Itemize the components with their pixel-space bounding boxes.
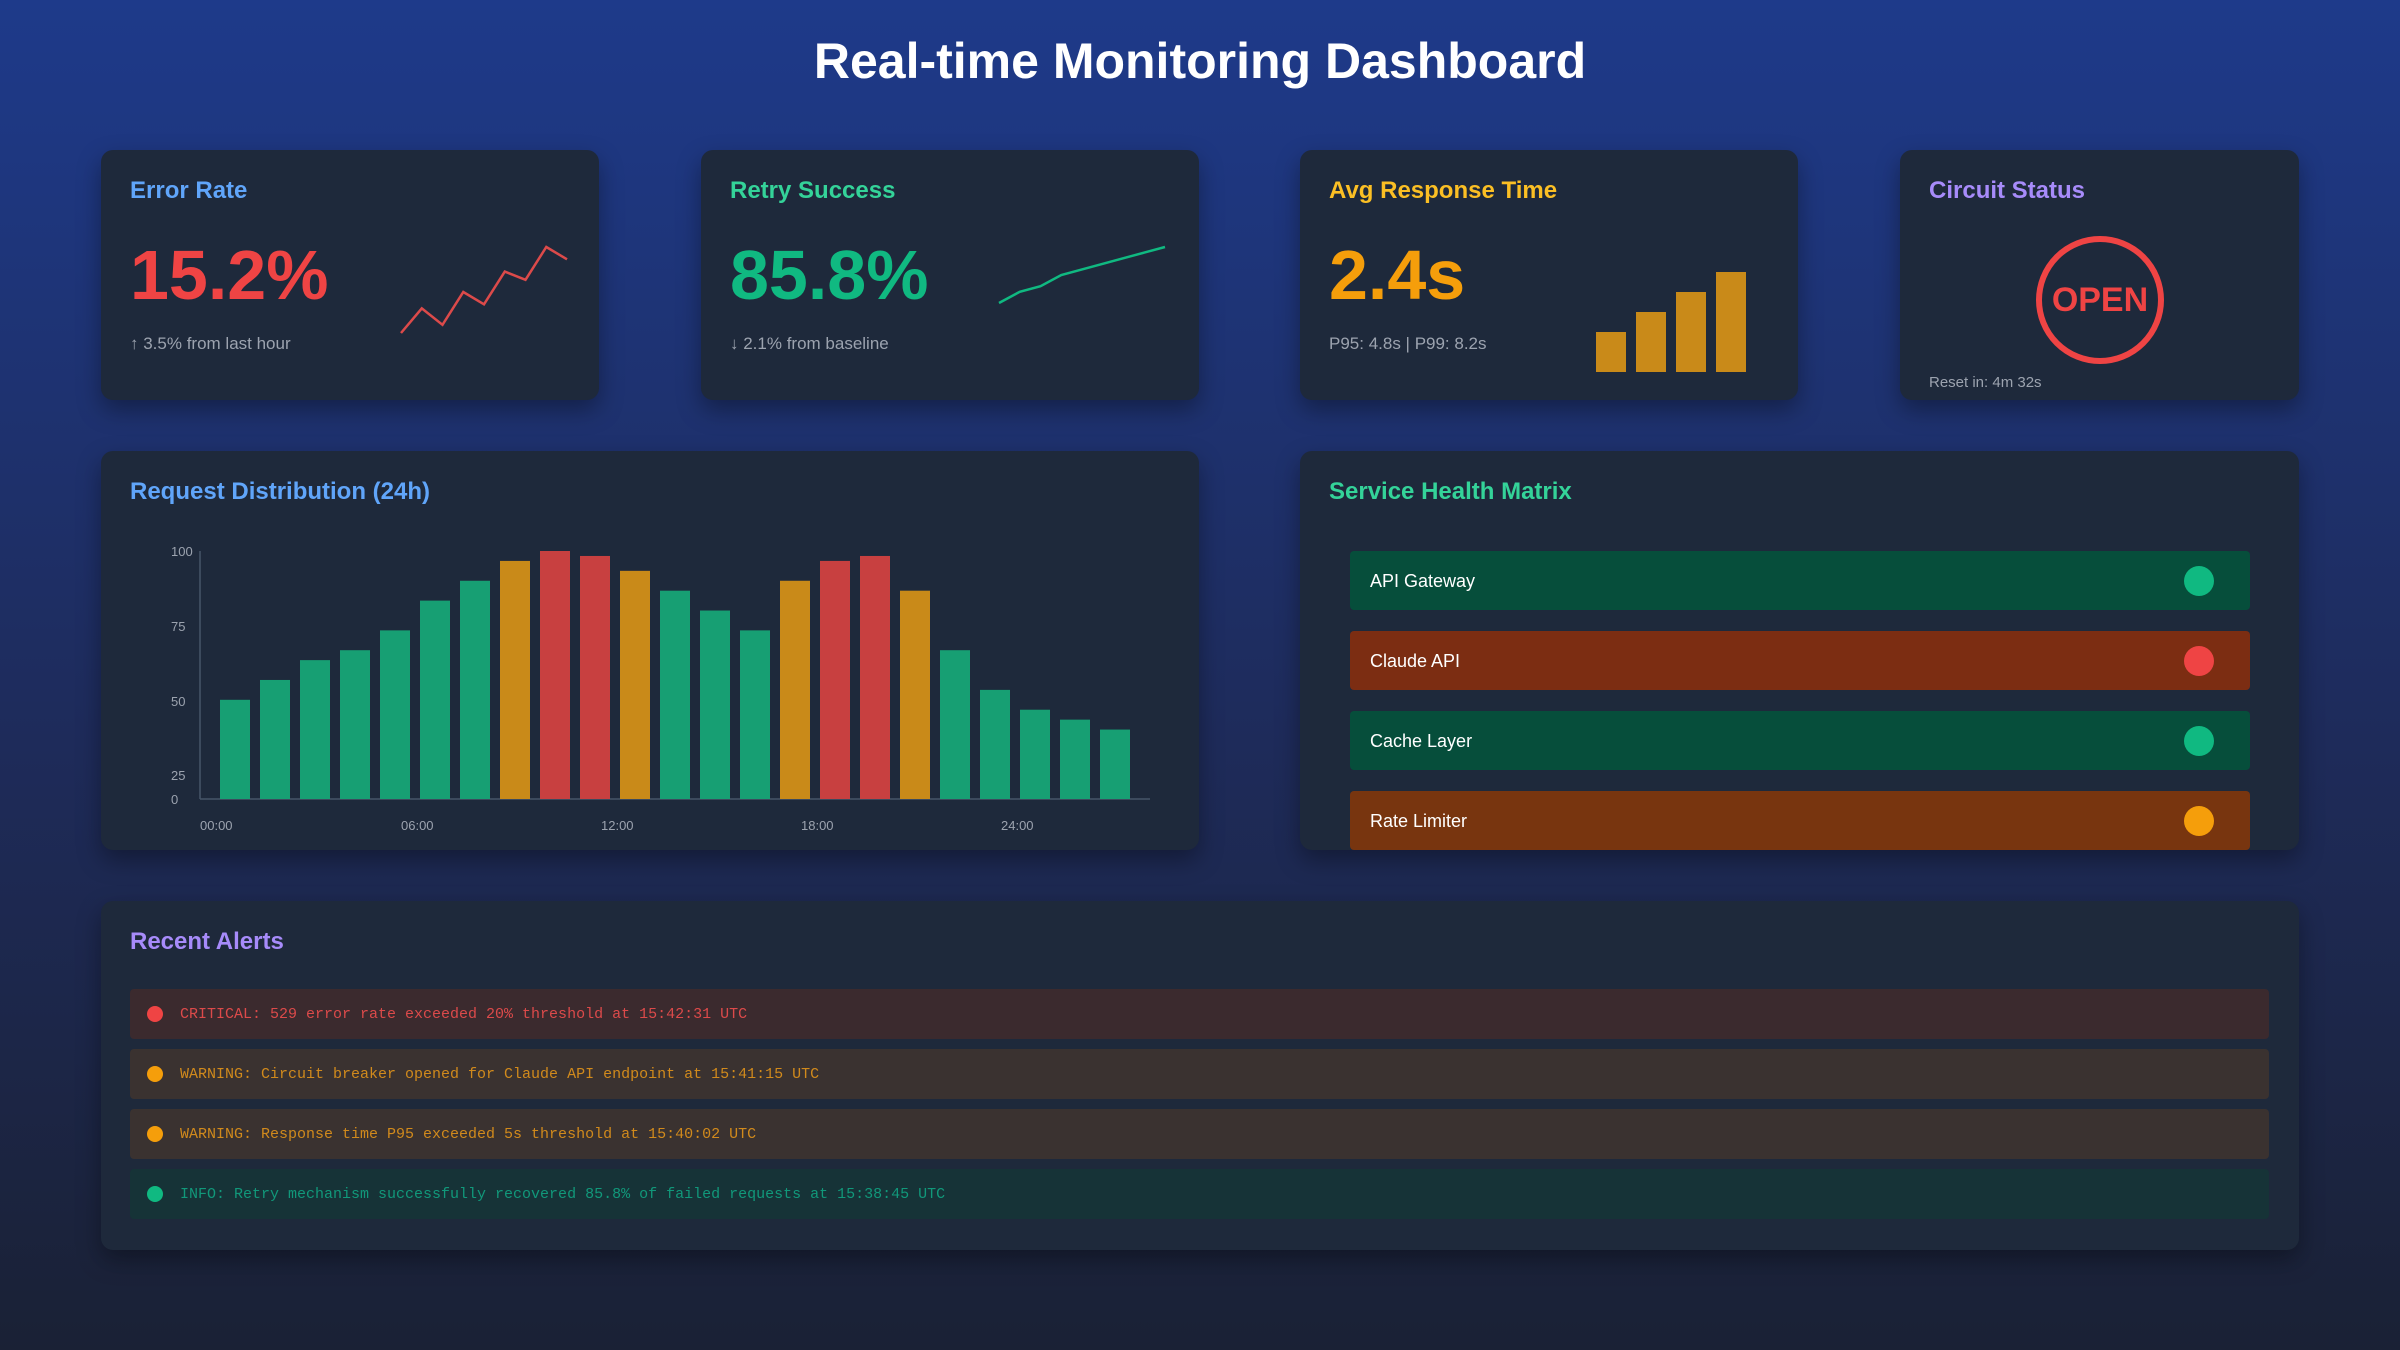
service-name: Claude API — [1370, 651, 1461, 671]
distribution-bar — [420, 600, 450, 799]
status-indicator-icon — [2184, 806, 2214, 836]
avg-response-title: Avg Response Time — [1329, 177, 1558, 204]
service-row-rate-limiter[interactable]: Rate Limiter — [1350, 791, 2250, 850]
distribution-bar — [380, 630, 410, 799]
distribution-bar — [820, 560, 850, 799]
avg-response-bar — [1716, 272, 1746, 372]
distribution-bar — [460, 580, 490, 799]
recent-alerts-card[interactable]: Recent Alerts CRITICAL: 529 error rate e… — [101, 901, 2299, 1250]
circuit-status-card[interactable]: Circuit Status OPEN Reset in: 4m 32s — [1900, 150, 2299, 400]
service-name: Rate Limiter — [1370, 811, 1468, 831]
distribution-bar — [260, 679, 290, 799]
alert-level-icon — [147, 1006, 163, 1022]
service-health-title: Service Health Matrix — [1329, 478, 1572, 505]
distribution-bar — [940, 650, 970, 799]
retry-success-value: 85.8% — [730, 236, 929, 314]
alert-message: INFO: Retry mechanism successfully recov… — [180, 1186, 946, 1203]
distribution-bar — [500, 560, 530, 799]
retry-success-change: ↓ 2.1% from baseline — [730, 334, 889, 353]
alert-level-icon — [147, 1066, 163, 1082]
distribution-bar — [620, 570, 650, 799]
y-tick-label: 100 — [171, 544, 193, 559]
retry-success-title: Retry Success — [730, 177, 896, 204]
service-name: Cache Layer — [1370, 731, 1473, 751]
error-rate-title: Error Rate — [130, 177, 248, 204]
distribution-bar — [580, 555, 610, 799]
avg-response-value: 2.4s — [1329, 236, 1466, 314]
x-tick-label: 18:00 — [801, 818, 834, 833]
status-indicator-icon — [2184, 726, 2214, 756]
avg-response-card[interactable]: Avg Response Time 2.4s P95: 4.8s | P99: … — [1300, 150, 1798, 400]
alert-item[interactable]: WARNING: Circuit breaker opened for Clau… — [130, 1049, 2269, 1099]
error-rate-sparkline — [400, 245, 568, 334]
service-row-api-gateway[interactable]: API Gateway — [1350, 551, 2250, 610]
distribution-bar — [900, 590, 930, 799]
distribution-bar — [300, 660, 330, 799]
status-indicator-icon — [2184, 566, 2214, 596]
y-tick-label: 0 — [171, 792, 178, 807]
x-tick-label: 00:00 — [200, 818, 233, 833]
distribution-bar — [1060, 719, 1090, 799]
page-title: Real-time Monitoring Dashboard — [813, 33, 1587, 89]
avg-response-percentiles: P95: 4.8s | P99: 8.2s — [1329, 334, 1487, 353]
distribution-bar — [660, 590, 690, 799]
alert-level-icon — [147, 1126, 163, 1142]
distribution-bar — [540, 551, 570, 799]
retry-success-sparkline-line — [998, 245, 1166, 305]
error-rate-sparkline-line — [400, 245, 568, 334]
circuit-state-badge: OPEN — [2036, 236, 2164, 364]
circuit-reset-timer: Reset in: 4m 32s — [1929, 374, 2042, 391]
error-rate-card[interactable]: Error Rate 15.2% ↑ 3.5% from last hour — [101, 150, 599, 400]
request-distribution-chart: 100 75 50 25 0 00:00 06:00 12:00 18:00 24:00 — [171, 544, 1150, 833]
retry-success-card[interactable]: Retry Success 85.8% ↓ 2.1% from baseline — [701, 150, 1199, 400]
avg-response-bar — [1676, 292, 1706, 372]
request-distribution-title: Request Distribution (24h) — [130, 478, 431, 505]
distribution-bar — [700, 610, 730, 799]
x-tick-label: 12:00 — [601, 818, 634, 833]
avg-response-bar — [1636, 312, 1666, 372]
distribution-bar — [220, 699, 250, 799]
distribution-bar — [1020, 709, 1050, 799]
distribution-bar — [340, 650, 370, 799]
alert-item[interactable]: CRITICAL: 529 error rate exceeded 20% th… — [130, 989, 2269, 1039]
circuit-status-title: Circuit Status — [1929, 177, 2086, 204]
alert-message: CRITICAL: 529 error rate exceeded 20% th… — [180, 1006, 748, 1023]
alert-level-icon — [147, 1186, 163, 1202]
retry-success-sparkline — [998, 245, 1166, 305]
distribution-bar — [1100, 729, 1130, 799]
avg-response-bar — [1596, 332, 1626, 372]
distribution-bar — [860, 555, 890, 799]
x-tick-label: 24:00 — [1001, 818, 1034, 833]
y-tick-label: 25 — [171, 768, 185, 783]
status-indicator-icon — [2184, 646, 2214, 676]
distribution-bar — [980, 689, 1010, 799]
x-tick-label: 06:00 — [401, 818, 434, 833]
request-distribution-card[interactable]: Request Distribution (24h) 100 75 50 25 0 00:… — [101, 451, 1199, 850]
alert-item[interactable]: INFO: Retry mechanism successfully recov… — [130, 1169, 2269, 1219]
service-row-cache-layer[interactable]: Cache Layer — [1350, 711, 2250, 770]
error-rate-change: ↑ 3.5% from last hour — [130, 334, 291, 353]
service-health-card[interactable]: Service Health Matrix API Gateway Claude … — [1300, 451, 2299, 850]
alert-item[interactable]: WARNING: Response time P95 exceeded 5s t… — [130, 1109, 2269, 1159]
avg-response-bars — [1596, 272, 1746, 372]
y-tick-label: 75 — [171, 619, 185, 634]
service-row-claude-api[interactable]: Claude API — [1350, 631, 2250, 690]
y-tick-label: 50 — [171, 694, 185, 709]
service-name: API Gateway — [1370, 571, 1476, 591]
error-rate-value: 15.2% — [130, 236, 329, 314]
distribution-bar — [740, 630, 770, 799]
alert-message: WARNING: Response time P95 exceeded 5s t… — [180, 1126, 757, 1143]
alert-message: WARNING: Circuit breaker opened for Clau… — [180, 1066, 820, 1083]
recent-alerts-title: Recent Alerts — [130, 928, 284, 955]
distribution-bar — [780, 580, 810, 799]
